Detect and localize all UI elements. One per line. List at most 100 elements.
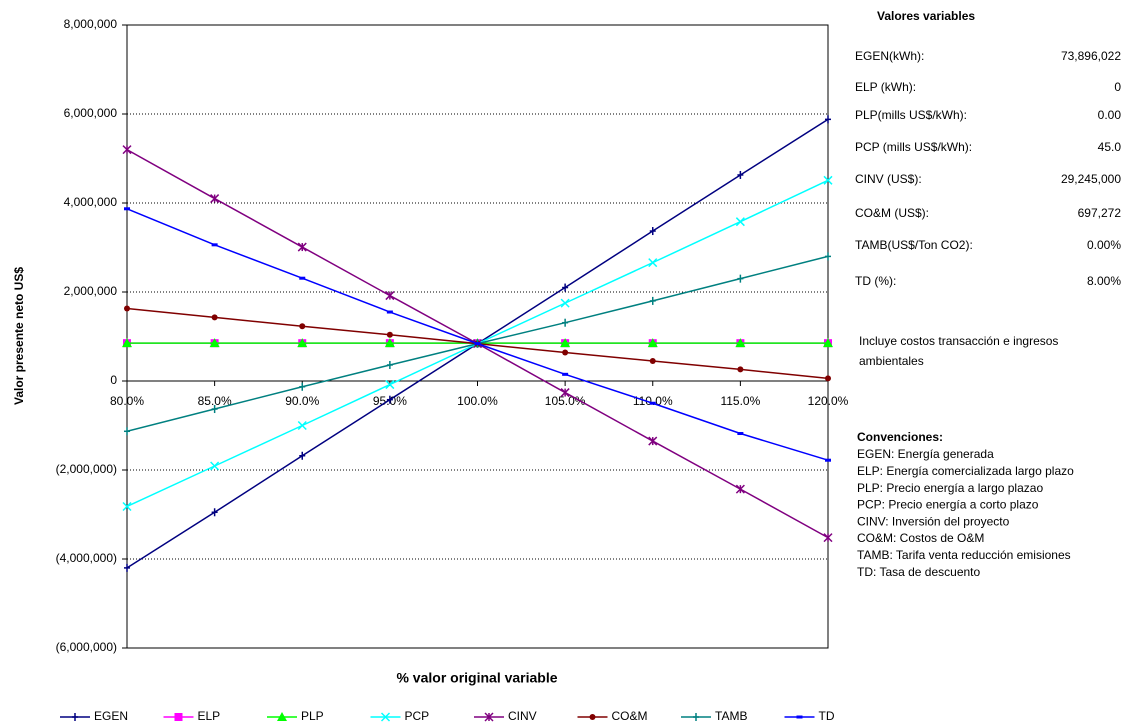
marker-shape <box>299 323 306 330</box>
marker <box>386 331 393 338</box>
marker <box>297 420 307 431</box>
marker-shape <box>649 401 656 405</box>
marker <box>474 342 481 346</box>
legend-marker <box>174 713 183 721</box>
variable-value: 8.00% <box>1087 274 1121 288</box>
marker <box>649 227 656 236</box>
marker-shape <box>562 372 569 376</box>
marker <box>297 338 308 348</box>
marker <box>823 533 833 543</box>
variable-name: CO&M (US$): <box>855 206 929 220</box>
marker-stroke <box>560 298 570 308</box>
legend-label: TAMB <box>715 709 747 723</box>
convention: TD: Tasa de descuento <box>857 565 981 579</box>
marker-stroke <box>297 420 307 431</box>
marker <box>122 501 132 512</box>
marker <box>825 252 831 261</box>
legend-label: ELP <box>198 709 221 723</box>
marker <box>649 296 656 305</box>
marker <box>560 338 571 348</box>
marker-shape <box>124 207 130 211</box>
marker <box>735 217 745 227</box>
legend-marker <box>796 715 803 719</box>
marker-shape <box>474 342 481 346</box>
marker-shape <box>647 338 658 348</box>
conventions-title: Convenciones: <box>857 430 943 444</box>
x-tick-label: 90.0% <box>285 394 319 408</box>
convention: CINV: Inversión del proyecto <box>857 514 1010 528</box>
y-tick-label: (2,000,000) <box>56 462 117 476</box>
convention: CO&M: Costos de O&M <box>857 531 984 545</box>
marker <box>737 366 744 373</box>
marker <box>299 276 306 280</box>
marker <box>124 427 130 436</box>
variable-value: 0 <box>1114 80 1121 94</box>
marker <box>211 508 218 517</box>
variable-name: CINV (US$): <box>855 172 922 186</box>
x-tick-label: 120.0% <box>808 394 849 408</box>
marker <box>737 274 744 283</box>
legend-label: CINV <box>508 709 537 723</box>
legend-marker <box>380 712 391 722</box>
marker-shape <box>174 713 183 721</box>
legend-label: PCP <box>405 709 430 723</box>
marker <box>560 388 570 398</box>
marker-stroke <box>823 175 833 185</box>
marker-shape <box>211 314 218 321</box>
variable-name: PLP(mills US$/kWh): <box>855 108 967 122</box>
legend-marker <box>484 712 494 722</box>
legend-marker <box>693 713 699 721</box>
marker <box>649 357 656 364</box>
marker <box>735 338 746 348</box>
marker-stroke <box>210 461 220 471</box>
marker <box>299 382 306 391</box>
marker <box>737 432 744 436</box>
marker-shape <box>277 712 287 721</box>
marker-stroke <box>735 217 745 227</box>
legend-marker <box>589 714 596 720</box>
y-tick-label: 6,000,000 <box>64 106 118 120</box>
legend-label: PLP <box>301 709 324 723</box>
marker-shape <box>384 338 395 348</box>
marker <box>562 283 569 292</box>
marker-stroke <box>385 380 395 390</box>
series-line <box>126 208 829 461</box>
y-tick-label: 2,000,000 <box>64 284 118 298</box>
marker <box>648 258 658 268</box>
note: Incluye costos transacción e ingresos <box>859 334 1058 348</box>
marker-shape <box>124 305 130 312</box>
marker <box>560 298 570 308</box>
marker <box>737 170 744 179</box>
marker <box>299 323 306 330</box>
legend-label: EGEN <box>94 709 128 723</box>
variable-value: 45.0 <box>1098 140 1122 154</box>
marker-shape <box>796 715 803 719</box>
x-tick-label: 85.0% <box>198 394 232 408</box>
marker <box>562 372 569 376</box>
marker-shape <box>299 276 306 280</box>
variable-name: EGEN(kWh): <box>855 49 924 63</box>
marker-stroke <box>648 258 658 268</box>
marker <box>385 380 395 390</box>
marker <box>823 175 833 185</box>
marker <box>211 314 218 321</box>
marker <box>210 194 220 204</box>
marker <box>124 563 130 572</box>
marker-shape <box>386 331 393 338</box>
marker-shape <box>560 338 571 348</box>
marker <box>209 338 220 348</box>
plot-area <box>126 24 829 649</box>
variable-value: 73,896,022 <box>1061 49 1121 63</box>
marker <box>122 338 132 348</box>
marker-shape <box>825 458 831 462</box>
marker <box>562 318 569 327</box>
marker <box>299 451 306 460</box>
convention: TAMB: Tarifa venta reducción emisiones <box>857 548 1071 562</box>
marker <box>562 349 569 356</box>
legend-label: TD <box>819 709 835 723</box>
marker-shape <box>297 338 308 348</box>
y-tick-label: 0 <box>110 373 117 387</box>
marker-shape <box>562 349 569 356</box>
x-tick-label: 115.0% <box>720 394 760 408</box>
